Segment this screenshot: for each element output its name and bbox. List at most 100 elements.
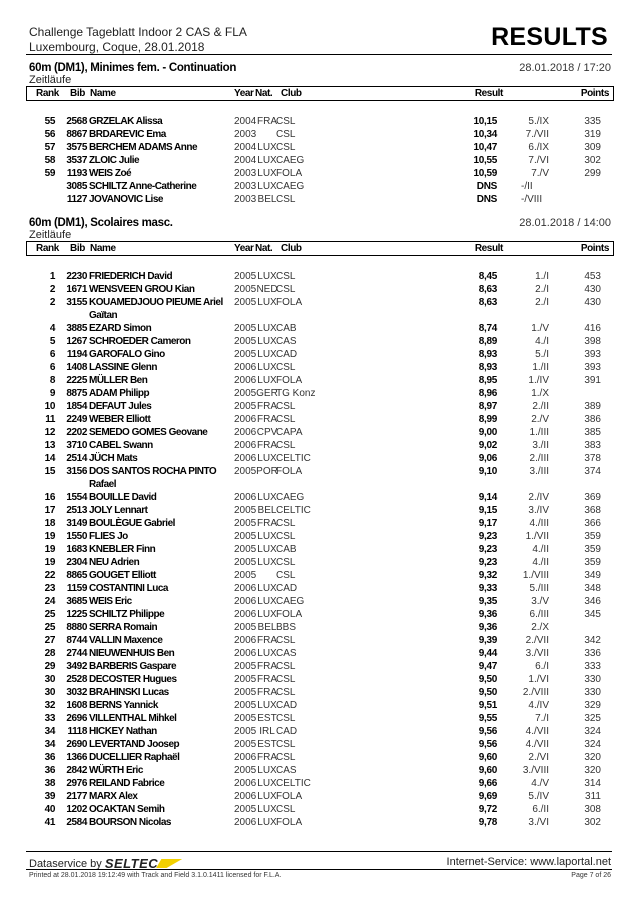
cell-bib: 3032 <box>66 687 87 698</box>
cell-club: CSL <box>276 687 296 698</box>
cell-result: 10,55 <box>473 155 497 166</box>
cell-nat: LUX <box>257 583 277 594</box>
cell-nat: LUX <box>257 155 277 166</box>
section-title: 60m (DM1), Scolaires masc. <box>29 217 173 229</box>
column-header-result: Result <box>474 88 504 99</box>
cell-nat: LUX <box>257 362 277 373</box>
cell-pos: 2./X <box>531 622 549 633</box>
cell-name: BOUILLE David <box>89 492 157 503</box>
cell-result: 9,35 <box>478 596 498 607</box>
cell-club: FOLA <box>276 466 303 477</box>
cell-name: KOUAMEDJOUO PIEUME Ariel Gaïtan <box>89 297 223 321</box>
cell-club: CSL <box>276 739 296 750</box>
cell-pos: 3./V <box>531 596 549 607</box>
cell-bib: 2513 <box>66 505 87 516</box>
cell-club: CAB <box>276 323 297 334</box>
cell-pos: 1./IV <box>528 375 549 386</box>
cell-points: 324 <box>584 726 601 737</box>
cell-nat: GER <box>256 388 278 399</box>
cell-club: CAS <box>276 336 297 347</box>
cell-nat: BEL <box>257 622 277 633</box>
cell-rank: 25 <box>44 622 56 633</box>
cell-points: 335 <box>584 116 601 127</box>
cell-pos: 7./VII <box>525 129 549 140</box>
cell-year: 2004 <box>234 155 257 166</box>
cell-pos: 7./I <box>535 713 549 724</box>
cell-year: 2005 <box>234 674 257 685</box>
cell-result: 9,50 <box>478 674 498 685</box>
cell-name: NEU Adrien <box>89 557 140 568</box>
cell-nat: FRA <box>257 116 277 127</box>
cell-rank: 11 <box>45 414 55 425</box>
cell-points: 345 <box>584 609 601 620</box>
cell-points: 359 <box>584 557 601 568</box>
cell-bib: 1671 <box>66 284 87 295</box>
cell-rank: 23 <box>44 583 56 594</box>
cell-club: CSL <box>276 531 296 542</box>
cell-result: 8,89 <box>478 336 498 347</box>
cell-name: WEIS Eric <box>89 596 132 607</box>
cell-bib: 3885 <box>66 323 87 334</box>
cell-nat: EST <box>257 713 277 724</box>
cell-pos: 3./IV <box>528 505 549 516</box>
cell-year: 2005 <box>234 739 257 750</box>
cell-result: 8,74 <box>478 323 498 334</box>
cell-nat: FRA <box>257 687 277 698</box>
cell-name: ZLOIC Julie <box>89 155 140 166</box>
cell-name: DECOSTER Hugues <box>89 674 177 685</box>
cell-year: 2005 <box>234 804 257 815</box>
cell-rank: 58 <box>44 155 56 166</box>
cell-club: CSL <box>276 401 296 412</box>
cell-year: 2005 <box>234 466 257 477</box>
cell-nat: LUX <box>257 297 277 308</box>
cell-points: 330 <box>584 674 601 685</box>
cell-name: MARX Alex <box>89 791 138 802</box>
cell-rank: 30 <box>44 687 56 698</box>
cell-nat: LUX <box>257 453 277 464</box>
cell-rank: 17 <box>44 505 56 516</box>
cell-pos: 1./VIII <box>522 570 549 581</box>
cell-rank: 1 <box>49 271 56 282</box>
cell-result: 9,39 <box>478 635 498 646</box>
cell-name: SERRA Romain <box>89 622 158 633</box>
cell-club: CSL <box>276 414 296 425</box>
cell-nat: FRA <box>257 674 277 685</box>
cell-nat: LUX <box>257 349 277 360</box>
cell-nat: BEL <box>257 505 277 516</box>
cell-pos: 1./II <box>532 362 549 373</box>
cell-bib: 2304 <box>66 557 87 568</box>
cell-club: FOLA <box>276 817 303 828</box>
event-title: Challenge Tageblatt Indoor 2 CAS & FLA <box>29 25 247 39</box>
column-header-bar: Rank Bib Name Year Nat. Club Result Points <box>26 86 614 101</box>
cell-year: 2005 <box>234 570 257 581</box>
cell-club: FOLA <box>276 297 303 308</box>
cell-bib: 1194 <box>66 349 88 360</box>
cell-points: 393 <box>584 362 601 373</box>
cell-club: CSL <box>276 284 296 295</box>
cell-year: 2005 <box>234 544 257 555</box>
cell-result: 9,78 <box>478 817 498 828</box>
cell-pos: 5./IX <box>528 116 549 127</box>
cell-nat: FRA <box>257 518 277 529</box>
cell-result: 8,63 <box>478 284 498 295</box>
column-header-bar: Rank Bib Name Year Nat. Club Result Points <box>26 241 614 256</box>
internet-service-link[interactable]: Internet-Service: www.laportal.net <box>446 856 611 868</box>
cell-year: 2006 <box>234 817 257 828</box>
cell-rank: 36 <box>44 765 56 776</box>
cell-nat: LUX <box>257 804 277 815</box>
cell-pos: 6./IX <box>528 142 549 153</box>
cell-points: 349 <box>584 570 601 581</box>
cell-bib: 1608 <box>66 700 87 711</box>
cell-points: 342 <box>584 635 601 646</box>
cell-nat: LUX <box>257 700 277 711</box>
footer-divider <box>26 851 612 852</box>
cell-club: CAB <box>276 544 297 555</box>
cell-bib: 3085 <box>66 181 87 192</box>
cell-result: 9,51 <box>478 700 498 711</box>
cell-points: 302 <box>584 817 601 828</box>
page-number: Page 7 of 26 <box>571 872 611 879</box>
cell-pos: 2./VI <box>528 752 549 763</box>
cell-result: 9,56 <box>478 739 498 750</box>
cell-name: WEBER Elliott <box>89 414 151 425</box>
cell-club: CAD <box>276 700 298 711</box>
